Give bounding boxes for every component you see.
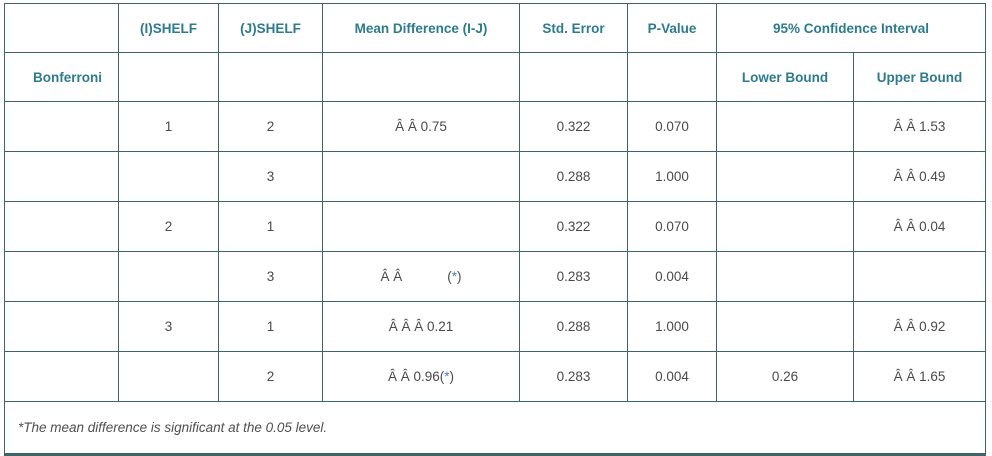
cell-upper-bound: Â Â 1.65 xyxy=(853,351,986,402)
cell-mean-difference: Â Â 0.75 xyxy=(322,101,520,152)
cell-mean-difference: Â Â 0.96(*) xyxy=(322,351,520,402)
cell-std-error: 0.288 xyxy=(519,301,628,352)
significance-footnote: *The mean difference is significant at t… xyxy=(4,401,986,455)
footnote-row: *The mean difference is significant at t… xyxy=(4,401,986,455)
col-header-confidence-interval: 95% Confidence Interval xyxy=(716,3,986,53)
empty-subheader-cell xyxy=(627,52,717,102)
cell-row-label xyxy=(4,201,119,252)
star-paren-close: ) xyxy=(449,369,455,384)
cell-i-shelf xyxy=(118,251,219,302)
cell-lower-bound xyxy=(716,251,854,302)
cell-mean-difference: Â Â (*) xyxy=(322,251,520,302)
cell-j-shelf: 2 xyxy=(218,101,323,152)
significance-star: * xyxy=(451,269,458,284)
cell-j-shelf: 1 xyxy=(218,201,323,252)
star-paren-open: ( xyxy=(439,369,445,384)
mean-diff-value: Â Â xyxy=(380,269,448,284)
table-row: 3 1 Â Â Â 0.21 0.288 1.000 Â Â 0.92 xyxy=(4,301,986,352)
cell-lower-bound xyxy=(716,201,854,252)
cell-i-shelf xyxy=(118,151,219,202)
header-row-sub: Bonferroni Lower Bound Upper Bound xyxy=(4,52,986,102)
mean-diff-value: Â Â Â 0.21 xyxy=(388,319,454,334)
cell-std-error: 0.283 xyxy=(519,351,628,402)
empty-subheader-cell xyxy=(322,52,520,102)
col-header-mean-difference: Mean Difference (I-J) xyxy=(322,3,520,53)
bonferroni-posthoc-table: (I)SHELF (J)SHELF Mean Difference (I-J) … xyxy=(4,3,986,456)
cell-p-value: 0.070 xyxy=(627,101,717,152)
cell-lower-bound xyxy=(716,101,854,152)
cell-row-label xyxy=(4,351,119,402)
cell-std-error: 0.288 xyxy=(519,151,628,202)
col-header-p-value: P-Value xyxy=(627,3,717,53)
cell-j-shelf: 2 xyxy=(218,351,323,402)
cell-std-error: 0.283 xyxy=(519,251,628,302)
cell-std-error: 0.322 xyxy=(519,201,628,252)
col-header-std-error: Std. Error xyxy=(519,3,628,53)
cell-p-value: 0.004 xyxy=(627,251,717,302)
col-header-i-shelf: (I)SHELF xyxy=(118,3,219,53)
table-row: 3 0.288 1.000 Â Â 0.49 xyxy=(4,151,986,202)
empty-subheader-cell xyxy=(218,52,323,102)
table-row: 2 Â Â 0.96(*) 0.283 0.004 0.26 Â Â 1.65 xyxy=(4,351,986,402)
cell-row-label xyxy=(4,151,119,202)
significance-star: * xyxy=(444,369,450,384)
mean-diff-value: Â Â 0.75 xyxy=(395,119,447,134)
cell-i-shelf xyxy=(118,351,219,402)
statistics-output-page: (I)SHELF (J)SHELF Mean Difference (I-J) … xyxy=(4,3,986,456)
cell-i-shelf: 1 xyxy=(118,101,219,152)
cell-p-value: 1.000 xyxy=(627,301,717,352)
col-header-lower-bound: Lower Bound xyxy=(716,52,854,102)
cell-upper-bound: Â Â 0.49 xyxy=(853,151,986,202)
cell-i-shelf: 2 xyxy=(118,201,219,252)
cell-j-shelf: 3 xyxy=(218,251,323,302)
star-paren-open: ( xyxy=(447,269,452,284)
cell-row-label xyxy=(4,301,119,352)
mean-diff-value: Â Â 0.96 xyxy=(387,369,440,384)
corner-empty-cell xyxy=(4,3,119,53)
cell-mean-difference xyxy=(322,201,520,252)
cell-lower-bound xyxy=(716,151,854,202)
table-row: 3 Â Â (*) 0.283 0.004 xyxy=(4,251,986,302)
cell-lower-bound: 0.26 xyxy=(716,351,854,402)
cell-p-value: 0.070 xyxy=(627,201,717,252)
col-header-j-shelf: (J)SHELF xyxy=(218,3,323,53)
cell-row-label xyxy=(4,251,119,302)
cell-upper-bound: Â Â 0.92 xyxy=(853,301,986,352)
cell-mean-difference: Â Â Â 0.21 xyxy=(322,301,520,352)
header-row-top: (I)SHELF (J)SHELF Mean Difference (I-J) … xyxy=(4,3,986,53)
cell-upper-bound xyxy=(853,251,986,302)
col-header-upper-bound: Upper Bound xyxy=(853,52,986,102)
cell-std-error: 0.322 xyxy=(519,101,628,152)
cell-i-shelf: 3 xyxy=(118,301,219,352)
cell-row-label xyxy=(4,101,119,152)
row-label-bonferroni: Bonferroni xyxy=(4,52,119,102)
cell-upper-bound: Â Â 0.04 xyxy=(853,201,986,252)
star-paren-close: ) xyxy=(457,269,462,284)
cell-lower-bound xyxy=(716,301,854,352)
empty-subheader-cell xyxy=(519,52,628,102)
empty-subheader-cell xyxy=(118,52,219,102)
cell-upper-bound: Â Â 1.53 xyxy=(853,101,986,152)
cell-j-shelf: 3 xyxy=(218,151,323,202)
cell-p-value: 1.000 xyxy=(627,151,717,202)
table-row: 1 2 Â Â 0.75 0.322 0.070 Â Â 1.53 xyxy=(4,101,986,152)
cell-j-shelf: 1 xyxy=(218,301,323,352)
cell-p-value: 0.004 xyxy=(627,351,717,402)
table-row: 2 1 0.322 0.070 Â Â 0.04 xyxy=(4,201,986,252)
cell-mean-difference xyxy=(322,151,520,202)
